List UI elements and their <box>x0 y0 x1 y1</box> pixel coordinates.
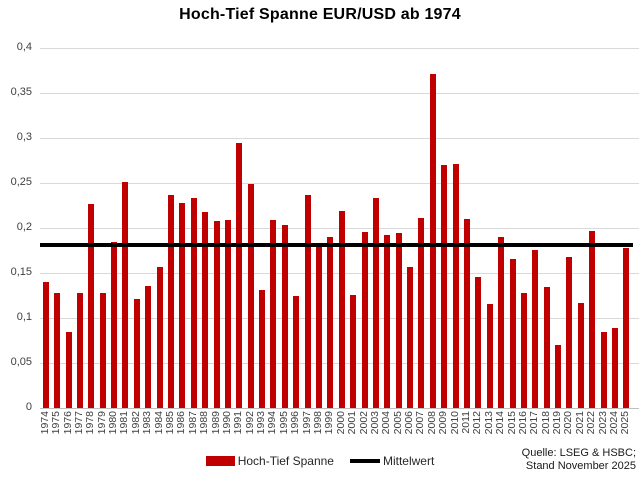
x-tick-label-2025: 2025 <box>619 411 632 435</box>
mean-line <box>40 242 633 247</box>
legend: Hoch-Tief Spanne Mittelwert <box>0 454 640 468</box>
legend-line-label: Mittelwert <box>382 454 435 468</box>
bar-1993 <box>259 290 265 408</box>
y-tick-label: 0,2 <box>16 221 32 233</box>
bar-1989 <box>213 220 220 408</box>
bar-2010 <box>452 164 459 408</box>
bar-1996 <box>293 295 300 408</box>
y-tick-label: 0,4 <box>16 41 32 53</box>
y-tick-label: 0,3 <box>16 131 32 143</box>
legend-item-mittelwert: Mittelwert <box>349 454 435 468</box>
bar-1991 <box>236 143 243 408</box>
bar-1994 <box>270 219 277 408</box>
bar-1997 <box>304 194 311 408</box>
bar-2009 <box>441 165 448 408</box>
bar-1988 <box>202 211 209 408</box>
bar-2000 <box>338 210 345 408</box>
bar-1982 <box>133 299 140 408</box>
bar-1990 <box>224 219 231 408</box>
bar-2024 <box>611 327 618 408</box>
bar-2003 <box>372 198 379 408</box>
source-note: Quelle: LSEG & HSBC; Stand November 2025 <box>522 447 636 473</box>
y-tick-label: 0 <box>25 401 32 413</box>
gridline <box>40 183 639 184</box>
bar-2019 <box>555 345 561 408</box>
bar-2022 <box>589 230 596 408</box>
bar-2004 <box>384 235 391 408</box>
bar-1984 <box>156 266 163 408</box>
bar-2021 <box>577 302 584 408</box>
bar-2012 <box>475 276 482 408</box>
bar-1985 <box>167 194 174 408</box>
bar-2006 <box>407 266 413 408</box>
bar-2013 <box>486 303 493 408</box>
bar-1977 <box>76 292 83 408</box>
y-tick-label: 0,05 <box>10 356 32 368</box>
source-line-1: Quelle: LSEG & HSBC; <box>521 447 636 459</box>
legend-bar-swatch <box>205 456 235 466</box>
bar-2001 <box>350 294 357 408</box>
bar-1974 <box>42 282 49 408</box>
bar-1983 <box>145 285 152 408</box>
bar-1978 <box>88 203 95 408</box>
bar-2014 <box>498 237 505 408</box>
bar-2017 <box>532 249 539 408</box>
bar-2005 <box>395 232 402 408</box>
bar-2023 <box>600 332 607 408</box>
gridline <box>40 93 639 94</box>
bar-2025 <box>623 247 630 408</box>
bar-2011 <box>463 219 470 408</box>
bar-2007 <box>418 218 425 408</box>
source-line-2: Stand November 2025 <box>525 460 636 472</box>
legend-item-spanne: Hoch-Tief Spanne <box>205 454 334 468</box>
x-axis-line <box>40 408 639 409</box>
bar-1998 <box>315 246 322 408</box>
bar-1981 <box>122 182 129 408</box>
y-tick-label: 0,25 <box>10 176 32 188</box>
gridline <box>40 138 639 139</box>
y-tick-label: 0,35 <box>10 86 32 98</box>
bar-2020 <box>566 256 573 408</box>
bar-2018 <box>543 286 550 408</box>
y-tick-label: 0,15 <box>10 266 32 278</box>
bar-1976 <box>65 332 72 408</box>
bar-2008 <box>429 74 436 408</box>
bar-2015 <box>509 258 516 408</box>
bar-1986 <box>179 202 186 408</box>
y-tick-label: 0,1 <box>16 311 32 323</box>
bar-1979 <box>99 292 106 408</box>
legend-bar-label: Hoch-Tief Spanne <box>237 454 334 468</box>
bar-2016 <box>520 292 527 408</box>
bar-1999 <box>327 237 334 408</box>
legend-line-swatch <box>349 459 380 463</box>
bar-1980 <box>111 242 117 408</box>
bar-2002 <box>361 231 368 408</box>
bar-1987 <box>190 198 197 408</box>
bar-1995 <box>281 225 288 408</box>
bar-1992 <box>247 183 254 408</box>
chart-title: Hoch-Tief Spanne EUR/USD ab 1974 <box>179 6 461 23</box>
bar-1975 <box>54 292 61 408</box>
gridline <box>40 48 639 49</box>
